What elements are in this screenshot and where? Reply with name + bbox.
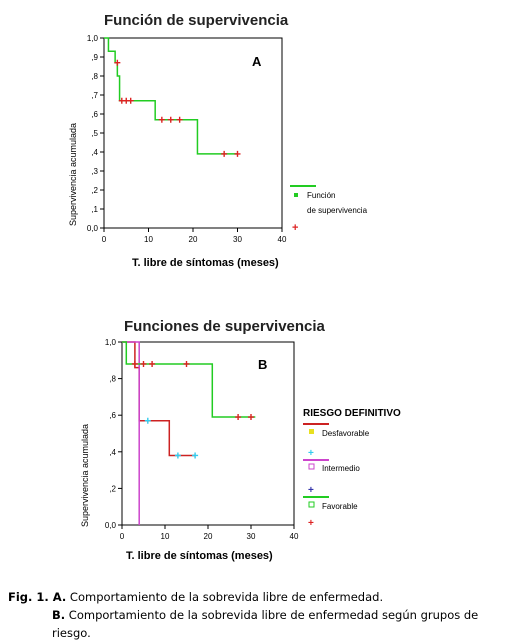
chart-a-xlabel: T. libre de síntomas (meses) (132, 257, 279, 269)
legend-desfavorable-text: Desfavorable (322, 429, 370, 438)
chart-b-censor-mark (248, 414, 254, 421)
chart-b-panel-label: B (258, 357, 267, 372)
legend-intermedio-marker (308, 463, 315, 470)
chart-b-censor-mark (183, 360, 190, 367)
chart-b-xtick-label: 40 (290, 532, 299, 541)
chart-a-censor-mark (167, 116, 174, 123)
caption-fig-label: Fig. 1. A. (8, 590, 67, 604)
figure-caption: Fig. 1. A. Comportamiento de la sobrevid… (8, 588, 518, 642)
chart-b-xtick-label: 10 (161, 532, 170, 541)
chart-a-ytick-label: 0,0 (87, 224, 99, 233)
chart-b-xtick-label: 0 (120, 532, 125, 541)
legend-intermedio-text: Intermedio (322, 464, 360, 473)
chart-a-title: Función de supervivencia (104, 12, 289, 29)
chart-a-censor-mark (158, 116, 165, 123)
chart-a-ytick-label: ,9 (91, 53, 98, 62)
chart-a-ytick-label: ,2 (91, 186, 98, 195)
chart-b-censor-mark (131, 360, 138, 367)
chart-a-xtick-label: 0 (102, 235, 107, 244)
chart-a-xtick-label: 20 (189, 235, 198, 244)
chart-a-ytick-label: ,5 (91, 129, 98, 138)
chart-a-ylabel: Supervivencia acumulada (68, 123, 78, 226)
legend-desfavorable-censor: + (308, 448, 314, 459)
chart-a-censor-mark (176, 116, 183, 123)
chart-a-ytick-label: ,1 (91, 205, 98, 214)
chart-b-ylabel: Supervivencia acumulada (80, 424, 90, 527)
chart-a-legend: Función de supervivencia + (290, 185, 368, 234)
chart-b-ytick-label: 1,0 (105, 338, 117, 347)
chart-a-ytick-label: 1,0 (87, 34, 99, 43)
legend-favorable-text: Favorable (322, 502, 358, 511)
chart-b-ytick-label: ,2 (109, 484, 116, 493)
chart-b-xtick-label: 20 (204, 532, 213, 541)
chart-b-censor-mark (149, 360, 156, 367)
chart-a-ytick-label: ,6 (91, 110, 98, 119)
chart-b-censor-mark (140, 360, 147, 367)
legend-desfavorable-marker (309, 429, 314, 434)
legend-b-title: RIESGO DEFINITIVO (303, 408, 401, 419)
chart-b-xlabel: T. libre de síntomas (meses) (126, 550, 273, 562)
survival-chart-b: Funciones de supervivencia 0,0 ,2 ,4 ,6 ,8 1,… (80, 318, 401, 562)
legend-a-marker (294, 193, 298, 197)
chart-b-censor-mark (174, 452, 181, 459)
chart-a-ytick-label: ,7 (91, 91, 98, 100)
caption-label-b: B. (52, 608, 66, 622)
chart-b-ytick-label: ,4 (109, 448, 116, 457)
chart-b-ytick-label: ,8 (109, 375, 116, 384)
chart-a-censor-mark (221, 150, 228, 157)
chart-b-ytick-label: 0,0 (105, 521, 117, 530)
legend-favorable-marker (308, 501, 315, 508)
chart-b-series-line-2 (122, 341, 256, 418)
chart-b-censor-mark (192, 452, 199, 459)
chart-a-censor-mark (127, 97, 134, 104)
caption-line-2: B. Comportamiento de la sobrevida libre … (8, 606, 518, 642)
chart-b-legend: RIESGO DEFINITIVO Desfavorable + Interme… (303, 408, 401, 529)
chart-a-censor-mark (234, 150, 241, 157)
chart-b-series-line-0 (122, 341, 196, 457)
legend-a-text-1: Función (307, 191, 335, 200)
chart-a-ytick-label: ,4 (91, 148, 98, 157)
chart-a-xtick-label: 40 (278, 235, 287, 244)
caption-text-b: Comportamiento de la sobrevida libre de … (52, 608, 479, 640)
chart-b-ytick-label: ,6 (109, 411, 116, 420)
chart-b-series-line-1 (122, 341, 140, 525)
chart-b-xtick-label: 30 (247, 532, 256, 541)
legend-a-censor-marker: + (292, 222, 298, 234)
chart-a-ytick-label: ,8 (91, 72, 98, 81)
chart-b-censor-mark (235, 414, 242, 421)
chart-b-plot-frame (121, 341, 295, 526)
chart-b-censor-mark (144, 417, 151, 424)
chart-a-censor-mark (114, 59, 121, 66)
caption-line-1: Fig. 1. A. Comportamiento de la sobrevid… (8, 588, 518, 606)
legend-a-text-2: de supervivencia (307, 206, 368, 215)
chart-a-series-line-0 (104, 37, 238, 155)
chart-b-title: Funciones de supervivencia (124, 318, 326, 335)
chart-a-ytick-label: ,3 (91, 167, 98, 176)
legend-intermedio-censor: + (308, 485, 314, 496)
chart-a-panel-label: A (252, 54, 262, 69)
legend-favorable-censor: + (308, 518, 314, 529)
chart-a-xtick-label: 10 (144, 235, 153, 244)
survival-chart-a: Función de supervivencia 0,0 ,1 ,2 ,3 ,4 ,5 ,6… (68, 12, 368, 269)
chart-a-xtick-label: 30 (233, 235, 242, 244)
caption-text-a: Comportamiento de la sobrevida libre de … (66, 590, 384, 604)
